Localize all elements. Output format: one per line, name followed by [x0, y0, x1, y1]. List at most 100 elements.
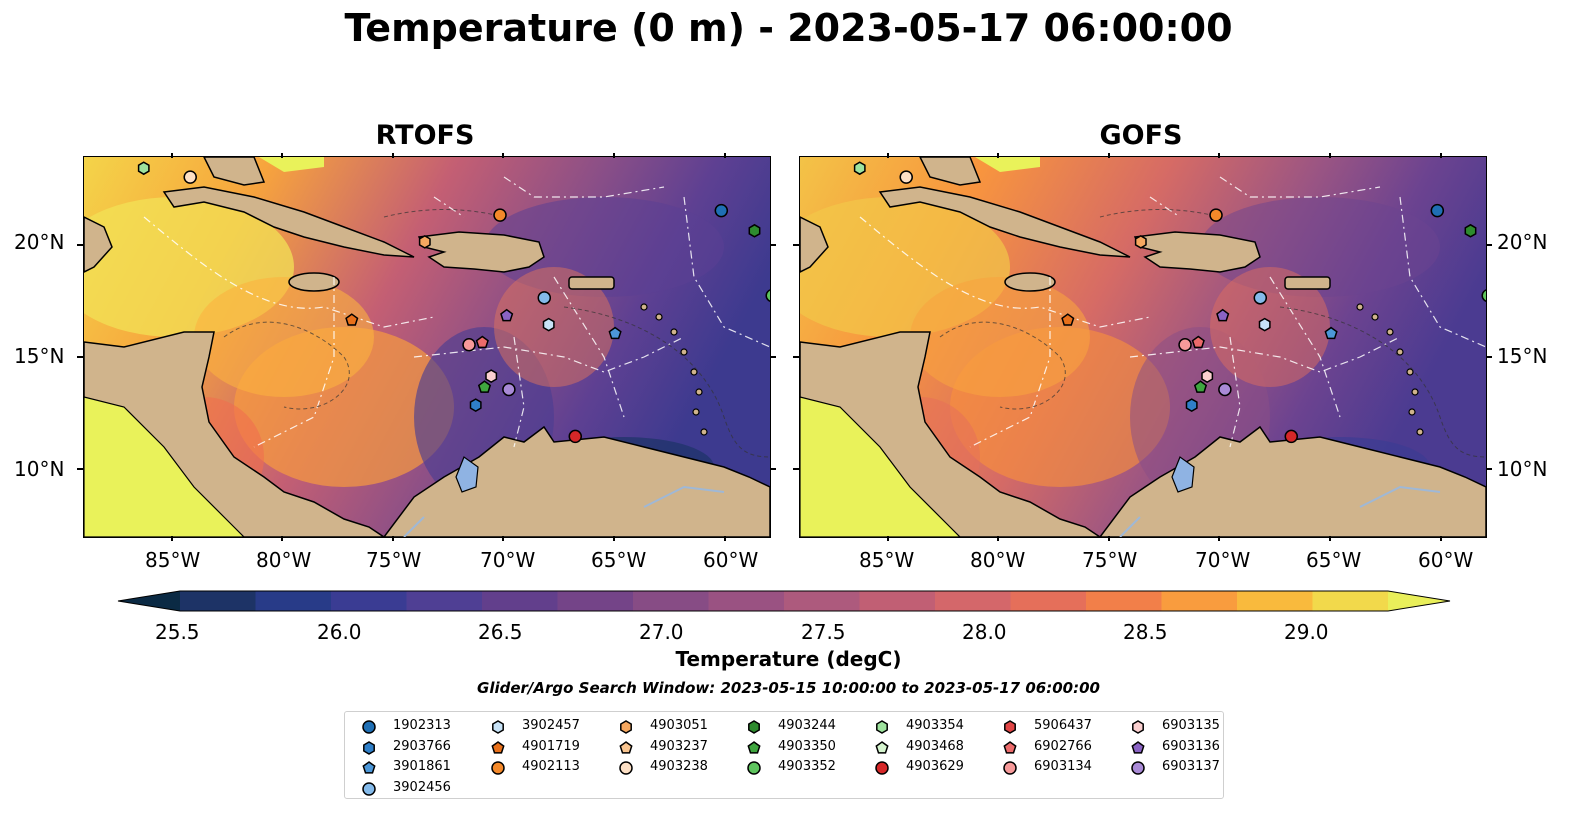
- lat-tick-label: 10°N: [14, 457, 65, 481]
- float-marker-3901861: [608, 326, 622, 340]
- axis-tick-mark: [1107, 153, 1110, 158]
- circle-marker-icon: [619, 761, 633, 775]
- legend-label: 4903237: [650, 738, 708, 754]
- legend-marker: [491, 761, 505, 775]
- temperature-colorbar: [117, 590, 1451, 612]
- float-marker-3902457: [1258, 317, 1271, 332]
- panel-title-gofs: GOFS: [1099, 120, 1183, 151]
- axis-tick-mark: [1486, 356, 1492, 359]
- float-marker-6903136: [500, 308, 514, 322]
- float-marker-4902113: [1209, 208, 1223, 222]
- axis-tick-mark: [391, 153, 394, 158]
- axis-tick-mark: [77, 467, 83, 470]
- axis-tick-mark: [1329, 153, 1332, 158]
- lon-tick-label: 65°W: [1306, 548, 1362, 572]
- float-marker-4903352: [1481, 289, 1486, 302]
- legend-marker: [876, 720, 888, 734]
- circle-marker-icon: [875, 761, 889, 775]
- legend-label: 4902113: [522, 759, 580, 774]
- axis-tick-mark: [170, 536, 173, 541]
- colorbar-under-arrow: [118, 591, 180, 611]
- float-marker-3902456: [1253, 291, 1268, 305]
- axis-tick-mark: [502, 536, 505, 541]
- lon-tick-label: 80°W: [256, 548, 312, 572]
- colorbar-swatch: [1237, 591, 1313, 611]
- legend-label: 3901861: [393, 759, 451, 774]
- float-marker-2903766: [469, 398, 482, 412]
- legend-marker: [1132, 720, 1144, 734]
- axis-tick-mark: [502, 153, 505, 158]
- float-legend: 1902313 2903766 3901861 3902456 3902457 49017…: [344, 711, 1224, 799]
- float-marker-3901861: [1324, 326, 1338, 340]
- float-marker-6903135: [485, 369, 498, 383]
- colorbar-tick-label: 27.5: [801, 620, 846, 644]
- float-marker-6902766: [1191, 335, 1205, 349]
- panel-title-rtofs: RTOFS: [375, 120, 475, 151]
- circle-marker-icon: [362, 720, 376, 734]
- axis-tick-mark: [997, 536, 1000, 541]
- legend-label: 4903354: [906, 718, 964, 733]
- float-marker-4903051: [418, 235, 431, 249]
- lon-tick-label: 60°W: [703, 548, 759, 572]
- legend-marker: [491, 740, 505, 754]
- colorbar-swatch: [331, 591, 407, 611]
- legend-marker: [1003, 740, 1017, 754]
- axis-tick-mark: [723, 536, 726, 541]
- legend-marker: [1131, 740, 1145, 754]
- axis-tick-mark: [1486, 467, 1492, 470]
- legend-marker: [747, 740, 761, 754]
- float-marker-4903629: [1284, 429, 1299, 444]
- legend-label: 4903629: [906, 759, 964, 774]
- float-marker-4901719: [345, 313, 359, 326]
- float-marker-6903135: [1201, 369, 1214, 383]
- legend-label: 4903244: [778, 718, 836, 733]
- colorbar-swatch: [1086, 591, 1162, 611]
- legend-marker: [362, 761, 376, 774]
- float-marker-1902313: [714, 203, 729, 218]
- colorbar-swatch: [1312, 591, 1389, 611]
- lon-tick-label: 80°W: [970, 548, 1026, 572]
- legend-marker: [362, 781, 376, 796]
- float-marker-3902456: [537, 291, 552, 305]
- hexagon-marker-icon: [620, 720, 632, 734]
- axis-tick-mark: [793, 467, 799, 470]
- float-marker-4903238: [899, 170, 913, 184]
- axis-tick-mark: [793, 356, 799, 359]
- axis-tick-mark: [1107, 536, 1110, 541]
- float-marker-6902766: [475, 335, 489, 349]
- float-marker-4903354: [853, 161, 866, 176]
- colorbar-swatch: [255, 591, 332, 611]
- axis-tick-mark: [281, 536, 284, 541]
- legend-label: 6903137: [1162, 759, 1220, 774]
- float-marker-6903134: [462, 338, 476, 352]
- axis-tick-mark: [793, 244, 799, 247]
- float-marker-2903766: [1185, 398, 1198, 412]
- float-marker-6903136: [1216, 308, 1230, 322]
- lat-tick-label: 20°N: [1497, 230, 1548, 254]
- colorbar-tick-label: 26.5: [478, 620, 523, 644]
- hexagon-marker-icon: [492, 720, 504, 734]
- axis-tick-mark: [1218, 536, 1221, 541]
- axis-tick-mark: [770, 356, 776, 359]
- pentagon-marker-icon: [747, 740, 761, 754]
- colorbar-swatch: [180, 591, 256, 611]
- search-window-text: Glider/Argo Search Window: 2023-05-15 10…: [477, 679, 1100, 697]
- legend-label: 2903766: [393, 738, 451, 754]
- float-marker-6903134: [1178, 338, 1192, 352]
- lon-tick-label: 70°W: [1195, 548, 1251, 572]
- pentagon-marker-icon: [1003, 740, 1017, 754]
- axis-tick-mark: [77, 244, 83, 247]
- hexagon-marker-icon: [876, 720, 888, 734]
- colorbar-tick-label: 28.5: [1123, 620, 1168, 644]
- rtofs-temperature-map: [83, 156, 771, 538]
- axis-tick-mark: [1486, 244, 1492, 247]
- axis-tick-mark: [1439, 153, 1442, 158]
- legend-marker: [875, 740, 889, 754]
- float-marker-4903238: [183, 170, 197, 184]
- lon-tick-label: 70°W: [480, 548, 536, 572]
- float-marker-4903051: [1134, 235, 1147, 249]
- pentagon-marker-icon: [875, 740, 889, 754]
- legend-label: 4903468: [906, 738, 964, 754]
- colorbar-swatch: [406, 591, 483, 611]
- legend-label: 4903238: [650, 759, 708, 774]
